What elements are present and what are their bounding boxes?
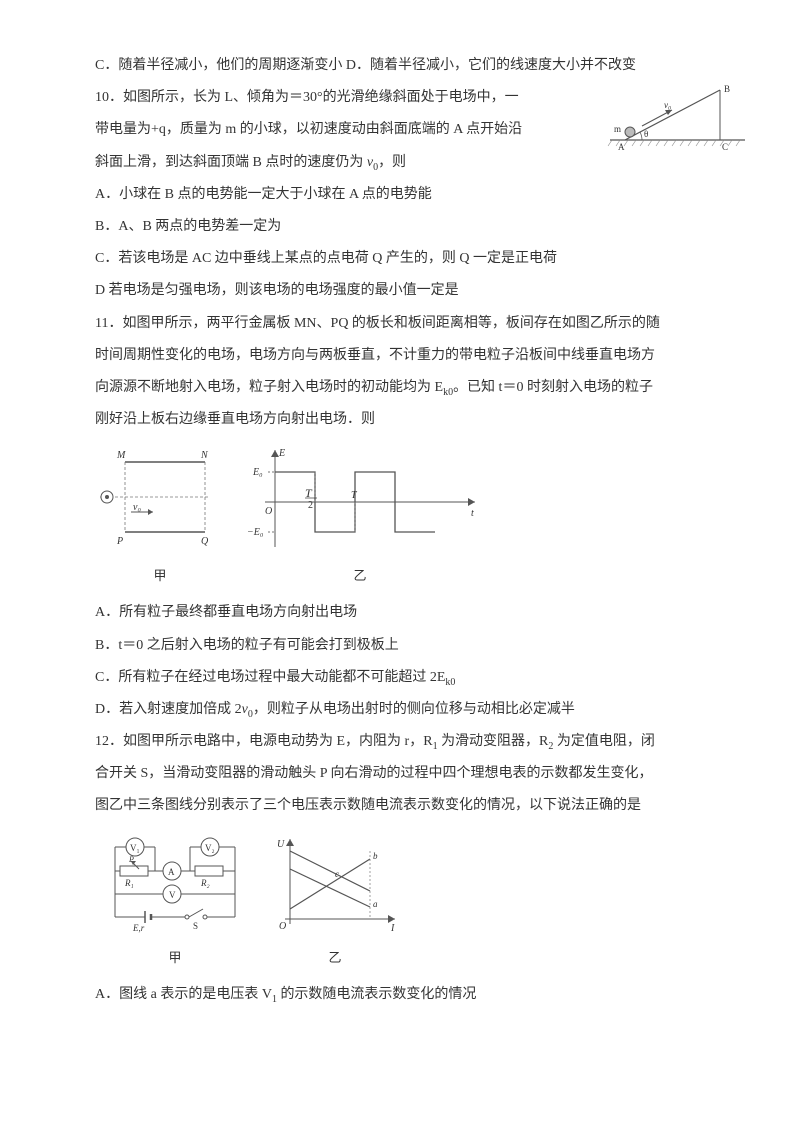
q11-line2: 时间周期性变化的电场，电场方向与两板垂直，不计重力的带电粒子沿板间中线垂直电场方 [95, 340, 710, 372]
svg-text:A: A [168, 867, 175, 877]
svg-text:O: O [279, 921, 286, 932]
svg-text:V: V [169, 890, 176, 900]
q11-c-a: C．所有粒子在经过电场过程中最大动能都不可能超过 2E [95, 670, 445, 685]
q11-opt-b: B．t＝0 之后射入电场的粒子有可能会打到极板上 [95, 630, 710, 662]
q12-line1: 12．如图甲所示电路中，电源电动势为 E，内阻为 r，R1 为滑动变阻器，R2 … [95, 726, 710, 758]
svg-text:U: U [277, 839, 285, 850]
q12-figure-yi: U O I a b c [265, 829, 405, 934]
q11-d-a: D．若入射速度加倍成 2 [95, 702, 242, 717]
svg-text:2: 2 [308, 500, 313, 511]
q11-opt-c: C．所有粒子在经过电场过程中最大动能都不可能超过 2Ek0 [95, 662, 710, 694]
q10-opt-b: B．A、B 两点的电势差一定为 [95, 211, 710, 243]
svg-text:P: P [128, 855, 134, 864]
q10-opt-c: C．若该电场是 AC 边中垂线上某点的点电荷 Q 产生的，则 Q 一定是正电荷 [95, 243, 710, 275]
q10-block: 10．如图所示，长为 L、倾角为＝30°的光滑绝缘斜面处于电场中，一 带电量为+… [95, 82, 710, 179]
svg-text:O: O [265, 506, 272, 517]
q12-fig2-box: U O I a b c 乙 [265, 829, 405, 973]
svg-text:R₁: R₁ [124, 878, 134, 888]
svg-text:S: S [193, 921, 198, 931]
q12-l1b: 为滑动变阻器，R [438, 734, 549, 749]
q12-line2: 合开关 S，当滑动变阻器的滑动触头 P 向右滑动的过程中四个理想电表的示数都发生… [95, 758, 710, 790]
q11-d-b: ，则粒子从电场出射时的侧向位移与动相比必定减半 [253, 702, 575, 717]
q12-l1c: 为定值电阻，闭 [553, 734, 655, 749]
q12-fig1-label: 甲 [95, 943, 255, 973]
svg-text:T: T [351, 490, 358, 501]
svg-text:P: P [116, 536, 123, 547]
svg-text:E,r: E,r [132, 923, 145, 933]
svg-text:m: m [614, 124, 621, 134]
svg-text:θ: θ [644, 129, 648, 139]
q11-l3a: 向源源不断地射入电场，粒子射入电场时的初动能均为 E [95, 380, 443, 395]
q9-opt-cd: C．随着半径减小，他们的周期逐渐变小 D．随着半径减小，它们的线速度大小并不改变 [95, 50, 710, 82]
svg-text:N: N [200, 450, 209, 461]
q12-line3: 图乙中三条图线分别表示了三个电压表示数随电流表示数变化的情况，以下说法正确的是 [95, 790, 710, 822]
q11-line1: 11．如图甲所示，两平行金属板 MN、PQ 的板长和板间距离相等，板间存在如图乙… [95, 308, 710, 340]
q11-l3b: 。已知 t＝0 时刻射入电场的粒子 [453, 380, 653, 395]
q11-figure-yi: E E₀ −E₀ O T 2 T t [235, 442, 485, 552]
svg-text:A: A [618, 142, 625, 152]
svg-text:a: a [373, 899, 378, 909]
q11-c-s: k0 [445, 677, 455, 688]
svg-text:I: I [390, 923, 395, 934]
q11-l3s: k0 [443, 387, 453, 398]
q11-fig1-box: M N P Q v₀ 甲 [95, 442, 225, 591]
q11-fig1-label: 甲 [95, 561, 225, 591]
q11-opt-d: D．若入射速度加倍成 2v0，则粒子从电场出射时的侧向位移与动相比必定减半 [95, 694, 710, 726]
svg-text:Q: Q [201, 536, 209, 547]
svg-text:c: c [335, 869, 339, 879]
q11-fig2-label: 乙 [235, 561, 485, 591]
svg-text:V₁: V₁ [130, 843, 140, 853]
q11-figures: M N P Q v₀ 甲 E E₀ [95, 442, 710, 591]
q12-fig1-box: V₁ V₂ P R₁ A [95, 829, 255, 973]
q10-figure: A B C m θ v₀ [600, 82, 750, 152]
svg-text:E₀: E₀ [252, 467, 263, 478]
svg-text:−E₀: −E₀ [247, 527, 264, 538]
svg-text:t: t [471, 508, 474, 519]
q12-a-b: 的示数随电流表示数变化的情况 [277, 987, 477, 1002]
page-content: C．随着半径减小，他们的周期逐渐变小 D．随着半径减小，它们的线速度大小并不改变… [0, 0, 800, 1051]
q10-l3a: 斜面上滑，到达斜面顶端 B 点时的速度仍为 [95, 155, 367, 170]
q11-figure-jia: M N P Q v₀ [95, 442, 225, 552]
svg-text:v₀: v₀ [133, 502, 141, 513]
q11-line4: 刚好沿上板右边缘垂直电场方向射出电场．则 [95, 404, 710, 436]
q10-opt-a: A．小球在 B 点的电势能一定大于小球在 A 点的电势能 [95, 179, 710, 211]
q11-line3: 向源源不断地射入电场，粒子射入电场时的初动能均为 Ek0。已知 t＝0 时刻射入… [95, 372, 710, 404]
q11-opt-a: A．所有粒子最终都垂直电场方向射出电场 [95, 597, 710, 629]
q12-figure-jia: V₁ V₂ P R₁ A [95, 829, 255, 934]
svg-text:R₂: R₂ [200, 878, 210, 888]
q10-l3b: ，则 [378, 155, 406, 170]
q10-opt-d: D 若电场是匀强电场，则该电场的电场强度的最小值一定是 [95, 275, 710, 307]
q12-a-a: A．图线 a 表示的是电压表 V [95, 987, 272, 1002]
svg-text:E: E [278, 448, 285, 459]
q12-fig2-label: 乙 [265, 943, 405, 973]
svg-text:B: B [724, 84, 730, 94]
q12-figures: V₁ V₂ P R₁ A [95, 829, 710, 973]
q12-opt-a: A．图线 a 表示的是电压表 V1 的示数随电流表示数变化的情况 [95, 979, 710, 1011]
q12-l1a: 12．如图甲所示电路中，电源电动势为 E，内阻为 r，R [95, 734, 433, 749]
q11-fig2-box: E E₀ −E₀ O T 2 T t 乙 [235, 442, 485, 591]
svg-text:M: M [116, 450, 126, 461]
svg-text:v₀: v₀ [664, 100, 671, 110]
svg-text:V₂: V₂ [205, 843, 215, 853]
svg-text:b: b [373, 851, 378, 861]
svg-text:C: C [722, 142, 728, 152]
